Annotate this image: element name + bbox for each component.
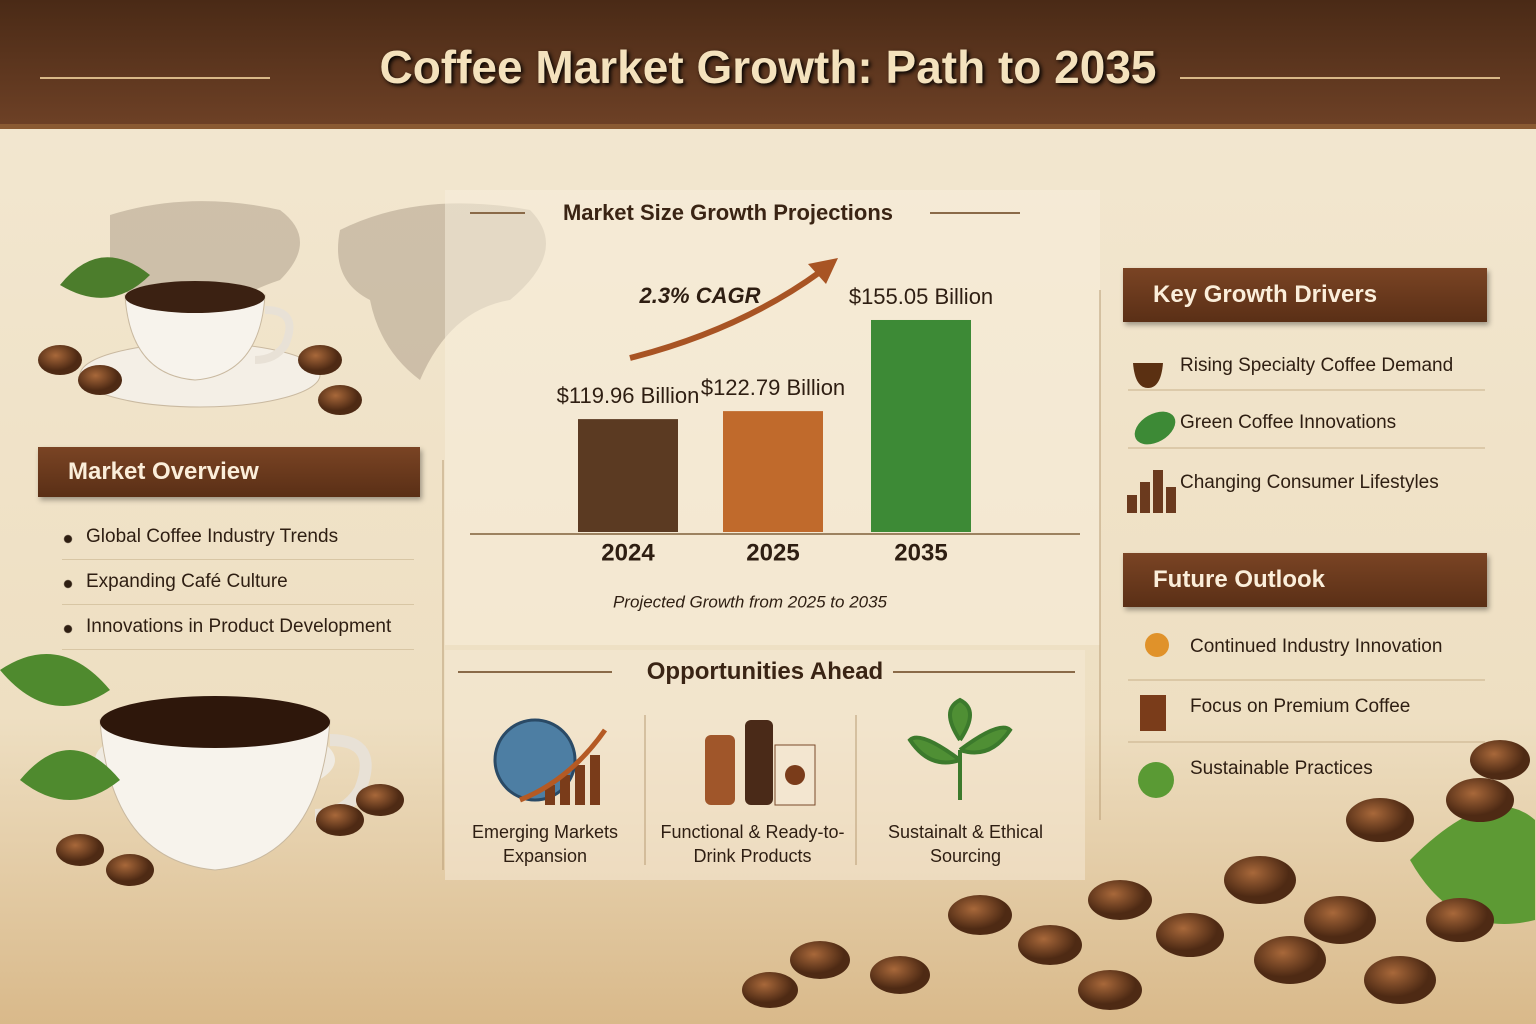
list-item: Sustainable Practices xyxy=(1190,758,1373,779)
value-label: $119.96 Billion xyxy=(557,383,700,408)
bar xyxy=(871,319,971,532)
x-tick-label: 2024 xyxy=(601,539,655,566)
x-tick-label: 2025 xyxy=(746,539,799,566)
list-item: Expanding Café Culture xyxy=(62,571,414,605)
bar xyxy=(723,411,823,532)
list-item: Focus on Premium Coffee xyxy=(1190,696,1411,717)
chart-caption: Projected Growth from 2025 to 2035 xyxy=(613,592,888,611)
value-label: $155.05 Billion xyxy=(849,284,993,309)
opportunity: Functional & Ready-to-Drink Products xyxy=(660,822,845,866)
section-heading: Future Outlook xyxy=(1123,553,1487,607)
list-item: Global Coffee Industry Trends xyxy=(62,526,414,560)
opportunity: Emerging Markets Expansion xyxy=(471,822,619,866)
opportunity: Sustainalt & Ethical Sourcing xyxy=(887,822,1044,866)
section-heading: Key Growth Drivers xyxy=(1123,268,1487,322)
bar xyxy=(578,419,678,532)
x-tick-label: 2035 xyxy=(894,539,947,566)
list-item: Rising Specialty Coffee Demand xyxy=(1180,355,1454,376)
annotation: 2.3% CAGR xyxy=(638,283,760,308)
list-item: Green Coffee Innovations xyxy=(1180,412,1397,433)
list-item: Continued Industry Innovation xyxy=(1190,636,1443,657)
list-item: Changing Consumer Lifestyles xyxy=(1180,472,1439,493)
list-item: Innovations in Product Development xyxy=(62,616,414,650)
value-label: $122.79 Billion xyxy=(701,375,845,400)
section-heading: Market Overview xyxy=(38,447,420,497)
chart-title: Market Size Growth Projections xyxy=(563,200,893,225)
page-title: Coffee Market Growth: Path to 2035 xyxy=(379,41,1157,93)
section-heading: Opportunities Ahead xyxy=(646,658,884,685)
